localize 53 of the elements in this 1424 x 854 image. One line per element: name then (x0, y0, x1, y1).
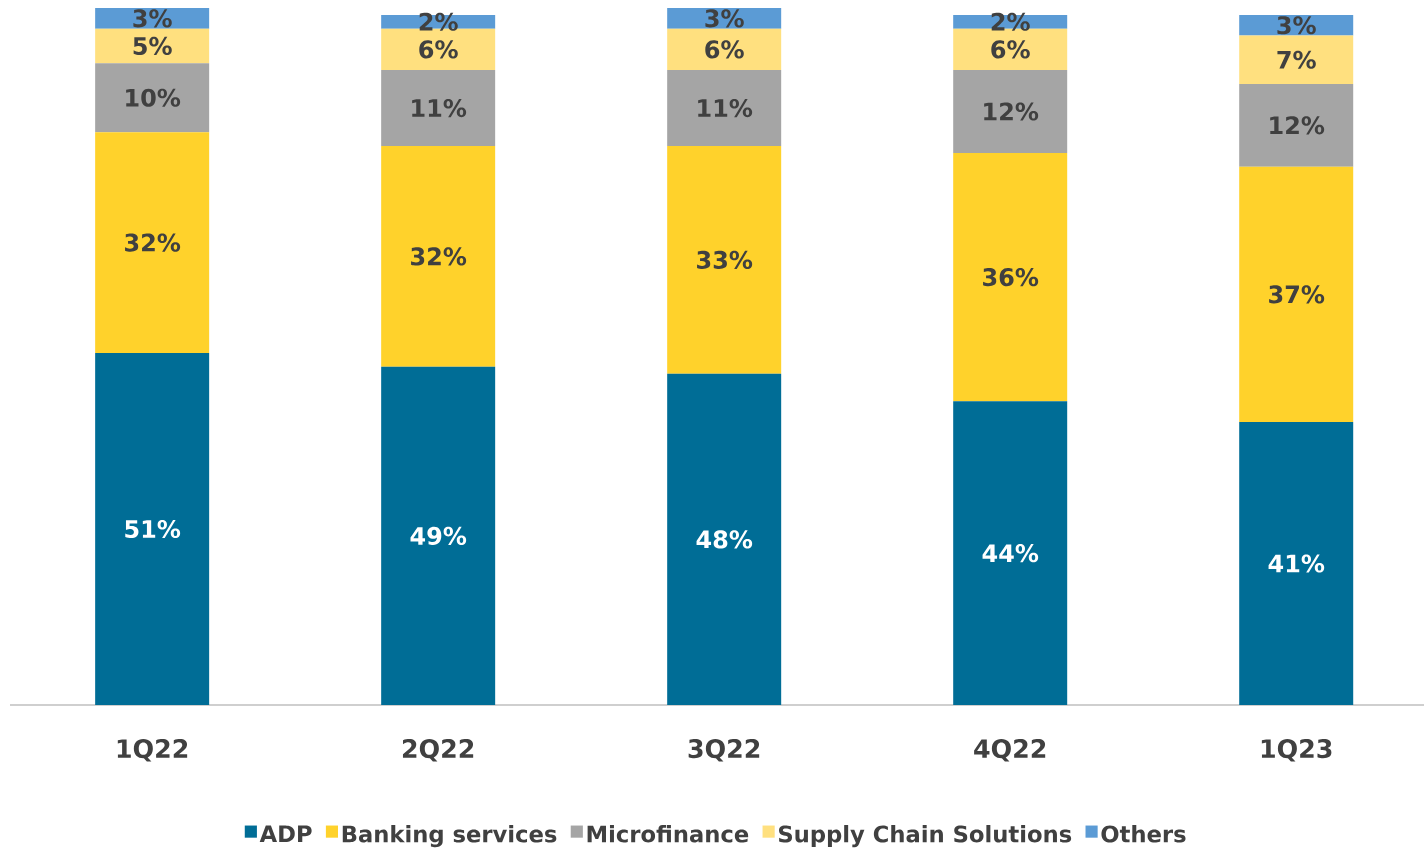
bar (1239, 83, 1354, 167)
x-tick-label: 1Q22 (117, 739, 188, 762)
data-label: 11% (412, 98, 467, 118)
bar (95, 63, 210, 133)
x-tick-label: 2Q22 (402, 739, 474, 762)
bar (381, 146, 496, 367)
data-label: 32% (411, 247, 467, 266)
data-label: 3% (705, 9, 744, 28)
data-label: 33% (697, 250, 753, 269)
data-label: 5% (133, 36, 172, 56)
data-label: 10% (126, 88, 181, 107)
data-label: 48% (696, 530, 753, 549)
data-label: 49% (410, 526, 467, 545)
data-label: 11% (698, 98, 753, 118)
data-label: 6% (991, 40, 1030, 59)
data-label: 51% (125, 519, 181, 539)
data-label: 12% (1270, 116, 1325, 135)
bar (95, 28, 210, 64)
legend-label: Supply Chain Solutions (778, 825, 1072, 848)
legend-label: Microfinance (587, 825, 749, 843)
bar (667, 146, 782, 374)
data-label: 32% (125, 233, 181, 252)
data-label: 12% (984, 102, 1039, 121)
bar (953, 152, 1068, 402)
bar (1239, 166, 1354, 423)
bar (667, 70, 782, 147)
data-label: 37% (1269, 285, 1325, 304)
bar (667, 373, 782, 705)
x-tick-label: 4Q22 (974, 739, 1046, 762)
bar (95, 353, 210, 705)
data-label: 41% (1268, 554, 1325, 573)
data-label: 36% (983, 268, 1039, 287)
bar (95, 132, 210, 354)
bar (1239, 422, 1354, 705)
data-label: 3% (1277, 16, 1316, 35)
bar (381, 366, 496, 705)
data-label: 6% (705, 40, 744, 59)
bar (381, 70, 496, 147)
data-label: 7% (1277, 50, 1316, 69)
data-label: 2% (419, 12, 458, 31)
legend-label: ADP (259, 825, 312, 842)
data-label: 2% (991, 12, 1030, 31)
x-tick-label: 3Q22 (688, 739, 760, 762)
bar (1239, 35, 1354, 84)
bar (667, 28, 782, 71)
bar (953, 70, 1068, 153)
bar (953, 401, 1068, 705)
data-label: 3% (133, 9, 172, 28)
data-label: 6% (419, 40, 458, 59)
legend-label: Others (1101, 825, 1186, 843)
legend-label: Banking services (342, 825, 557, 848)
data-label: 44% (982, 544, 1039, 563)
x-tick-label: 1Q23 (1261, 739, 1332, 762)
